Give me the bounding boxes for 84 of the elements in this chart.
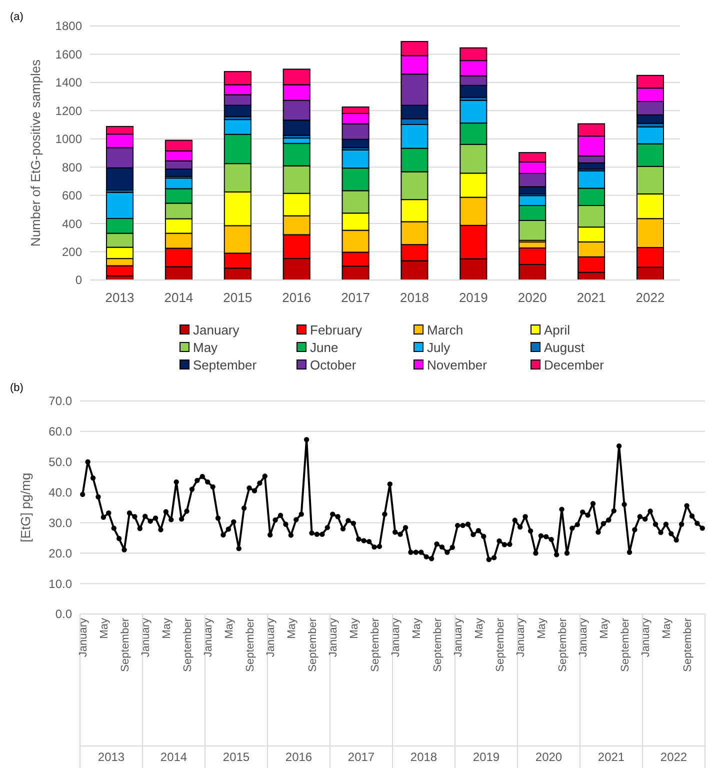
x-tick-label: September [494,618,506,672]
y-tick-label: 1400 [55,76,82,90]
y-tick-label: 50.0 [48,455,72,470]
x-tick-label: September [432,618,444,672]
x-tick-label: 2019 [458,290,488,305]
text: 2018 [410,750,438,764]
legend-label: February [310,322,363,338]
legend-label: November [427,358,488,373]
x-tick-label: September [244,618,256,672]
text: 2013 [98,750,125,764]
x-tick-label: September [556,618,569,672]
text: 2016 [285,750,312,764]
x-tick-label: 2016 [282,290,312,305]
legend-label: August [544,340,585,356]
x-tick-label: September [119,618,132,672]
x-tick-label: May [598,618,610,639]
x-tick-label: May [473,618,486,639]
x-tick-label: January [640,618,652,658]
x-tick-label: January [578,618,590,658]
x-tick-label: May [660,618,673,639]
x-tick-label: January [202,618,215,658]
y-tick-label: 70.0 [48,394,72,408]
x-tick-label: January [78,618,90,658]
chart-title: (b) [10,382,24,394]
x-tick-label: January [452,618,465,658]
y-axis-title: [EtG] pg/mg [18,472,33,542]
x-tick-label: September [182,618,194,672]
legend-label: December [544,358,605,373]
legend-label: October [310,358,357,373]
x-tick-label: September [619,618,632,672]
y-tick-label: 0 [75,273,82,288]
x-tick-label: May [286,618,298,639]
x-tick-label: May [348,618,360,639]
x-tick-label: 2022 [636,290,665,305]
x-tick-label: 2013 [105,290,134,305]
x-tick-label: 2020 [518,290,547,305]
x-tick-label: 2017 [341,290,370,305]
legend-label: September [193,358,258,373]
x-tick-label: September [682,618,694,672]
text: 2014 [160,750,188,764]
x-tick-label: May [160,618,173,639]
x-tick-label: January [515,618,528,658]
y-tick-label: 10.0 [48,576,72,591]
legend-label: June [310,340,338,356]
text: 2019 [472,750,500,764]
y-tick-label: 200 [62,244,82,259]
legend-label: May [193,340,218,356]
legend-label: July [427,340,451,356]
x-tick-label: January [140,618,152,658]
text: 2015 [222,750,250,764]
x-tick-label: September [306,618,319,672]
x-tick-label: January [265,618,278,658]
y-tick-label: 1800 [55,19,82,34]
legend-label: March [427,322,464,338]
text: 2022 [660,750,688,764]
text: 2021 [598,750,625,764]
y-tick-label: 1000 [55,132,82,146]
x-tick-label: January [328,618,340,658]
y-tick-label: 60.0 [48,424,72,439]
x-tick-label: 2015 [223,290,252,305]
y-tick-label: 800 [62,160,82,174]
x-tick-label: 2018 [400,290,429,305]
x-tick-label: 2021 [576,290,606,305]
x-tick-label: January [390,618,402,658]
x-tick-label: May [98,618,110,639]
y-axis-title: Number of EtG-positive samples [28,58,43,247]
y-tick-label: 400 [62,216,82,231]
y-tick-label: 1200 [55,104,82,118]
x-tick-label: September [369,618,382,672]
x-tick-label: May [536,618,548,639]
x-tick-label: 2014 [164,290,194,305]
chart-title: (a) [10,11,24,23]
y-tick-label: 0.0 [55,607,72,622]
y-tick-label: 1600 [55,47,82,62]
y-tick-label: 30.0 [48,516,72,530]
text: 2017 [348,750,375,764]
y-tick-label: 20.0 [48,546,72,560]
text: 2020 [535,750,562,764]
x-tick-label: May [223,618,236,639]
y-tick-label: 40.0 [48,485,72,500]
y-tick-label: 600 [62,188,82,203]
legend-label: January [193,322,240,338]
x-tick-label: May [410,618,423,639]
legend-label: April [544,322,570,338]
